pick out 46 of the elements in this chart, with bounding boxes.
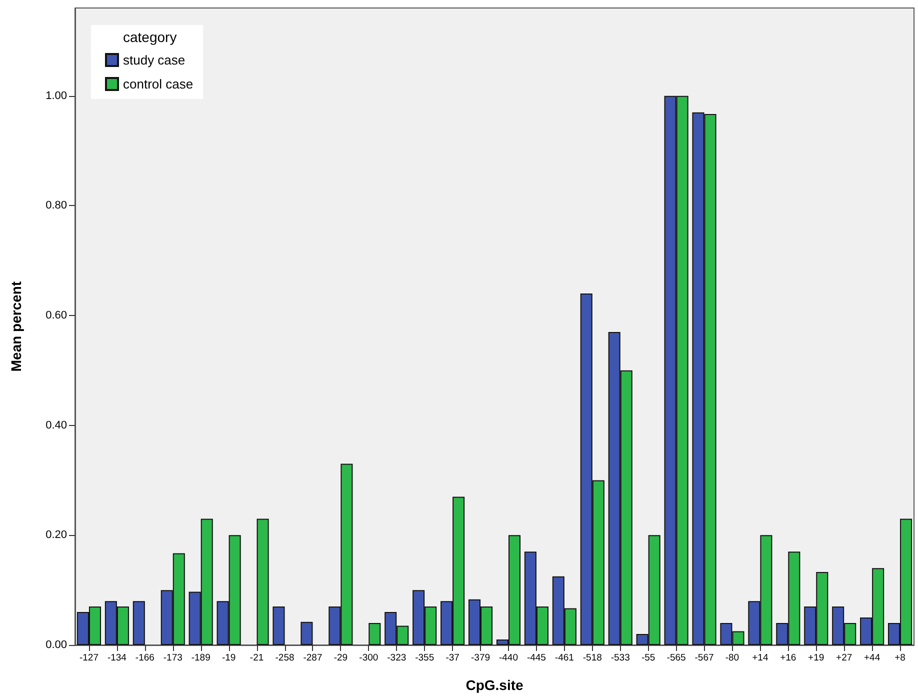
- bar: [368, 623, 381, 645]
- x-tick-label: -287: [303, 652, 322, 664]
- x-tick-label: -440: [498, 652, 518, 664]
- y-tick-label: 1.00: [46, 90, 67, 102]
- x-tick-label: -19: [222, 652, 236, 664]
- x-tick-label: -37: [446, 652, 460, 664]
- x-tick-label: +44: [864, 652, 880, 664]
- legend-title: category: [123, 29, 177, 45]
- x-tick-label: -323: [387, 652, 406, 664]
- x-tick-label: +14: [752, 652, 768, 664]
- bar: [132, 601, 145, 645]
- x-tick-label: +8: [894, 652, 906, 664]
- x-tick-label: -80: [725, 652, 740, 664]
- x-tick-label: -127: [79, 652, 98, 664]
- x-tick-label: -21: [250, 652, 264, 664]
- bar: [272, 606, 285, 645]
- bar: [300, 622, 313, 645]
- legend-label: control case: [123, 76, 194, 92]
- x-tick-label: -533: [610, 652, 630, 664]
- x-tick-label: -565: [666, 652, 686, 664]
- x-tick-label: -258: [275, 652, 294, 664]
- x-tick-label: -379: [471, 652, 490, 664]
- x-tick-label: +19: [808, 652, 824, 664]
- x-tick-label: -567: [694, 652, 714, 664]
- y-tick-label: 0.20: [46, 529, 67, 542]
- x-tick-label: -445: [526, 652, 546, 664]
- x-tick-label: -173: [163, 652, 182, 664]
- y-tick-label: 0.80: [46, 200, 67, 212]
- y-tick-label: 0.60: [46, 310, 67, 322]
- y-axis-title: Mean percent: [8, 281, 24, 372]
- x-tick-label: -300: [359, 652, 378, 664]
- y-tick-label: 0.40: [46, 419, 67, 432]
- x-tick-label: -166: [135, 652, 154, 664]
- bar: [256, 518, 269, 645]
- x-tick-label: -189: [191, 652, 210, 664]
- x-tick-label: -355: [415, 652, 434, 664]
- x-tick-label: -55: [641, 652, 656, 664]
- x-tick-label: +16: [780, 652, 796, 664]
- x-tick-label: -134: [107, 652, 126, 664]
- y-tick-label: 0.00: [46, 639, 67, 651]
- legend-label: study case: [123, 52, 186, 68]
- x-tick-label: -518: [582, 652, 602, 664]
- x-tick-label: -29: [334, 652, 348, 664]
- x-axis-title: CpG.site: [466, 677, 524, 693]
- x-tick-label: +27: [836, 652, 852, 664]
- x-tick-label: -461: [554, 652, 574, 664]
